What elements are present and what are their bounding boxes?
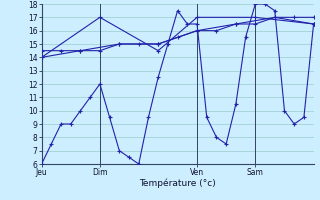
X-axis label: Température (°c): Température (°c) <box>139 179 216 188</box>
